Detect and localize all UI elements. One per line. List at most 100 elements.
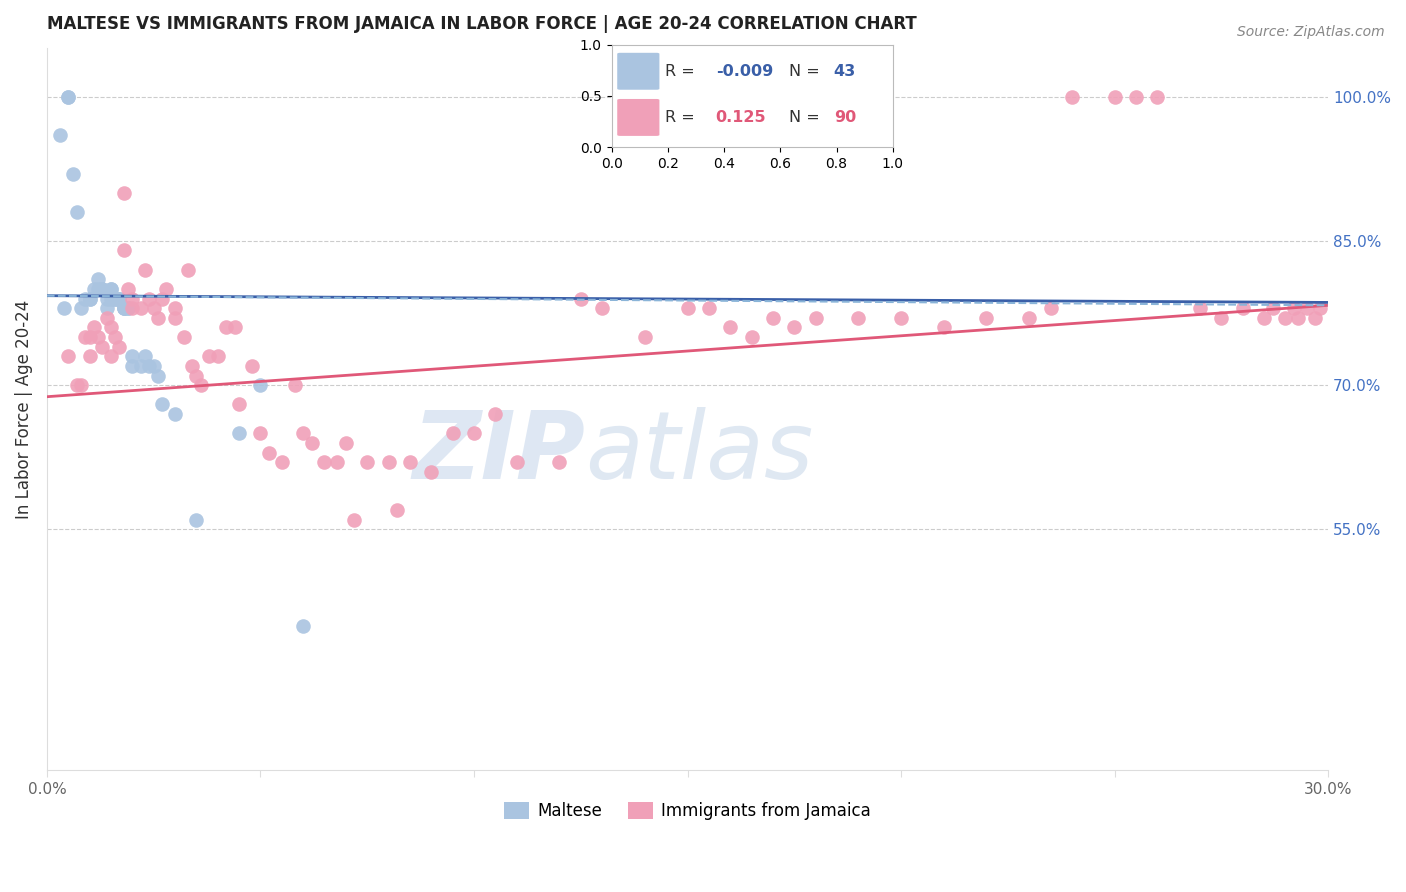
Point — [146, 368, 169, 383]
Point — [66, 205, 89, 219]
Point — [301, 436, 323, 450]
Point — [1125, 89, 1147, 103]
Point — [249, 378, 271, 392]
Point — [976, 310, 998, 325]
Point — [91, 282, 114, 296]
Text: atlas: atlas — [585, 407, 813, 498]
Point — [1282, 301, 1305, 316]
Text: N =: N = — [789, 110, 820, 125]
Point — [718, 320, 741, 334]
Point — [215, 320, 238, 334]
Point — [207, 349, 229, 363]
Point — [1274, 310, 1296, 325]
Point — [58, 349, 80, 363]
Point — [79, 330, 101, 344]
Point — [356, 455, 378, 469]
Point — [634, 330, 657, 344]
Point — [335, 436, 357, 450]
Point — [150, 397, 173, 411]
Point — [224, 320, 246, 334]
Text: 0.125: 0.125 — [716, 110, 766, 125]
Point — [87, 282, 110, 296]
Point — [96, 301, 118, 316]
Point — [190, 378, 212, 392]
Text: ZIP: ZIP — [412, 407, 585, 499]
Legend: Maltese, Immigrants from Jamaica: Maltese, Immigrants from Jamaica — [498, 795, 877, 827]
Y-axis label: In Labor Force | Age 20-24: In Labor Force | Age 20-24 — [15, 300, 32, 519]
Point — [146, 310, 169, 325]
Point — [70, 378, 93, 392]
Point — [83, 320, 105, 334]
FancyBboxPatch shape — [617, 53, 659, 90]
Point — [134, 349, 156, 363]
Point — [104, 292, 127, 306]
Point — [138, 359, 160, 373]
Point — [91, 282, 114, 296]
Text: MALTESE VS IMMIGRANTS FROM JAMAICA IN LABOR FORCE | AGE 20-24 CORRELATION CHART: MALTESE VS IMMIGRANTS FROM JAMAICA IN LA… — [46, 15, 917, 33]
Point — [117, 301, 139, 316]
Point — [783, 320, 806, 334]
Point — [52, 301, 75, 316]
Point — [463, 426, 485, 441]
Point — [377, 455, 399, 469]
Point — [292, 618, 315, 632]
Point — [186, 368, 208, 383]
Point — [150, 292, 173, 306]
Point — [112, 301, 135, 316]
Point — [108, 292, 131, 306]
Point — [83, 282, 105, 296]
Point — [96, 310, 118, 325]
Point — [79, 292, 101, 306]
Point — [420, 465, 443, 479]
Point — [1261, 301, 1284, 316]
Point — [112, 186, 135, 200]
Point — [108, 292, 131, 306]
Point — [108, 340, 131, 354]
Point — [100, 320, 122, 334]
Point — [121, 292, 143, 306]
Point — [177, 262, 200, 277]
Point — [1253, 310, 1275, 325]
Point — [100, 282, 122, 296]
Point — [117, 282, 139, 296]
Point — [104, 330, 127, 344]
Point — [87, 272, 110, 286]
Point — [846, 310, 869, 325]
Point — [79, 292, 101, 306]
Point — [87, 330, 110, 344]
Point — [173, 330, 195, 344]
Point — [155, 282, 177, 296]
Point — [326, 455, 349, 469]
Point — [270, 455, 292, 469]
Point — [1232, 301, 1254, 316]
Point — [198, 349, 221, 363]
Point — [112, 244, 135, 258]
Point — [676, 301, 699, 316]
Point — [292, 426, 315, 441]
Point — [399, 455, 422, 469]
Point — [484, 407, 506, 421]
Point — [91, 340, 114, 354]
Point — [108, 292, 131, 306]
Point — [112, 301, 135, 316]
Point — [70, 301, 93, 316]
FancyBboxPatch shape — [617, 99, 659, 136]
Point — [66, 378, 89, 392]
Point — [1309, 301, 1331, 316]
Point — [96, 292, 118, 306]
Point — [697, 301, 720, 316]
Point — [186, 513, 208, 527]
Text: R =: R = — [665, 63, 695, 78]
Point — [1305, 310, 1327, 325]
Point — [100, 292, 122, 306]
Point — [932, 320, 955, 334]
Point — [228, 426, 250, 441]
Point — [441, 426, 464, 441]
Point — [741, 330, 763, 344]
Point — [548, 455, 571, 469]
Point — [129, 359, 152, 373]
Point — [804, 310, 827, 325]
Point — [591, 301, 613, 316]
Point — [104, 292, 127, 306]
Point — [100, 282, 122, 296]
